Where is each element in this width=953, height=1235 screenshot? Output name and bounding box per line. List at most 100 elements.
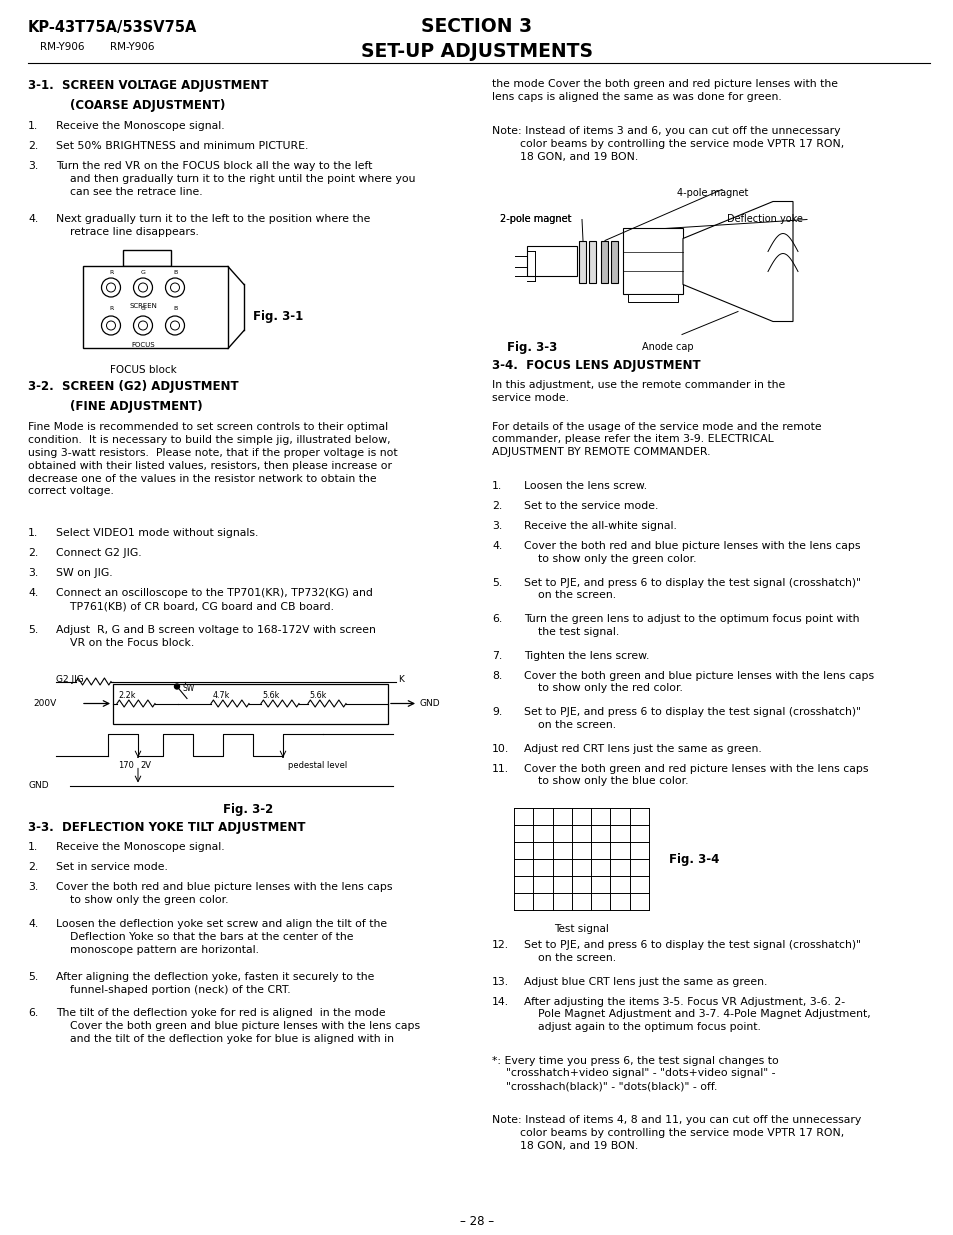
Text: – 28 –: – 28 – [459,1215,494,1228]
Bar [112,683,388,724]
Text: G2 JIG: G2 JIG [56,676,84,684]
Text: 1.: 1. [492,480,501,492]
Text: 1.: 1. [28,842,38,852]
Text: 3.: 3. [28,883,38,893]
Text: SET-UP ADJUSTMENTS: SET-UP ADJUSTMENTS [360,42,593,61]
Text: 200V: 200V [33,699,56,709]
Text: B: B [172,306,177,311]
Text: Set 50% BRIGHTNESS and minimum PICTURE.: Set 50% BRIGHTNESS and minimum PICTURE. [56,141,308,151]
Text: FOCUS: FOCUS [132,342,154,348]
Text: The tilt of the deflection yoke for red is aligned  in the mode
    Cover the bo: The tilt of the deflection yoke for red … [56,1009,419,1044]
Text: 5.: 5. [28,972,38,982]
Text: 7.: 7. [492,651,501,661]
Text: Anode cap: Anode cap [641,342,693,352]
Text: Set to the service mode.: Set to the service mode. [523,501,658,511]
Text: 5.: 5. [492,578,501,588]
Text: 13.: 13. [492,977,509,987]
Text: 5.: 5. [28,625,38,635]
Text: Receive the Monoscope signal.: Receive the Monoscope signal. [56,121,224,131]
Text: 4.: 4. [28,589,38,599]
Bar [600,241,607,283]
Text: 6.: 6. [28,1009,38,1019]
Text: Set in service mode.: Set in service mode. [56,862,168,872]
Text: 3.: 3. [28,568,38,578]
Text: 3-2.  SCREEN (G2) ADJUSTMENT: 3-2. SCREEN (G2) ADJUSTMENT [28,380,238,394]
Text: 4.7k: 4.7k [213,690,230,699]
Bar [526,247,577,277]
Text: the mode Cover the both green and red picture lenses with the
lens caps is align: the mode Cover the both green and red pi… [492,79,837,101]
Text: Cover the both green and blue picture lenses with the lens caps
    to show only: Cover the both green and blue picture le… [523,671,873,693]
Text: 12.: 12. [492,940,509,950]
Text: 2.: 2. [28,141,38,151]
Text: Fig. 3-4: Fig. 3-4 [668,852,719,866]
Text: G: G [140,306,145,311]
Circle shape [174,684,179,689]
Text: Set to PJE, and press 6 to display the test signal (crosshatch)"
    on the scre: Set to PJE, and press 6 to display the t… [523,940,861,963]
Text: KP-43T75A/53SV75A: KP-43T75A/53SV75A [28,20,197,35]
Text: 4.: 4. [28,919,38,929]
Text: 2.: 2. [28,548,38,558]
Text: 5.6k: 5.6k [262,690,279,699]
Text: RM-Y906: RM-Y906 [110,42,154,52]
Text: Turn the red VR on the FOCUS block all the way to the left
    and then graduall: Turn the red VR on the FOCUS block all t… [56,161,416,196]
Text: Cover the both green and red picture lenses with the lens caps
    to show only : Cover the both green and red picture len… [523,763,867,787]
Text: 1.: 1. [28,121,38,131]
Text: SW: SW [183,684,195,694]
Text: 10.: 10. [492,743,509,753]
Text: 8.: 8. [492,671,501,680]
Text: Select VIDEO1 mode without signals.: Select VIDEO1 mode without signals. [56,529,258,538]
Text: Adjust  R, G and B screen voltage to 168-172V with screen
    VR on the Focus bl: Adjust R, G and B screen voltage to 168-… [56,625,375,648]
Text: 14.: 14. [492,997,509,1007]
Text: (FINE ADJUSTMENT): (FINE ADJUSTMENT) [70,400,202,414]
Text: 3-1.  SCREEN VOLTAGE ADJUSTMENT: 3-1. SCREEN VOLTAGE ADJUSTMENT [28,79,268,91]
Text: 4.: 4. [28,214,38,224]
Text: 2-pole magnet: 2-pole magnet [499,214,571,224]
Bar [610,241,618,283]
Text: Adjust blue CRT lens just the same as green.: Adjust blue CRT lens just the same as gr… [523,977,766,987]
Text: 11.: 11. [492,763,509,773]
Bar [578,241,585,283]
Text: Cover the both red and blue picture lenses with the lens caps
    to show only t: Cover the both red and blue picture lens… [56,883,392,905]
Text: 2.: 2. [28,862,38,872]
Bar [83,267,228,348]
Text: Fig. 3-3: Fig. 3-3 [506,342,557,354]
Text: For details of the usage of the service mode and the remote
commander, please re: For details of the usage of the service … [492,421,821,457]
Text: 3.: 3. [28,161,38,170]
Text: Turn the green lens to adjust to the optimum focus point with
    the test signa: Turn the green lens to adjust to the opt… [523,614,859,637]
Text: Note: Instead of items 4, 8 and 11, you can cut off the unnecessary
        colo: Note: Instead of items 4, 8 and 11, you … [492,1115,861,1151]
Text: 3-3.  DEFLECTION YOKE TILT ADJUSTMENT: 3-3. DEFLECTION YOKE TILT ADJUSTMENT [28,820,305,834]
Text: pedestal level: pedestal level [288,761,347,769]
Text: GND: GND [419,699,440,709]
Text: Tighten the lens screw.: Tighten the lens screw. [523,651,649,661]
Text: 3.: 3. [492,521,501,531]
Text: Fig. 3-2: Fig. 3-2 [223,804,273,816]
Text: Connect an oscilloscope to the TP701(KR), TP732(KG) and
    TP761(KB) of CR boar: Connect an oscilloscope to the TP701(KR)… [56,589,373,611]
Text: 9.: 9. [492,706,501,718]
Text: Next gradually turn it to the left to the position where the
    retrace line di: Next gradually turn it to the left to th… [56,214,370,237]
Text: *: Every time you press 6, the test signal changes to
    "crosshatch+video sign: *: Every time you press 6, the test sign… [492,1056,778,1091]
Text: RM-Y906: RM-Y906 [40,42,85,52]
Text: Fine Mode is recommended to set screen controls to their optimal
condition.  It : Fine Mode is recommended to set screen c… [28,422,397,496]
Text: (COARSE ADJUSTMENT): (COARSE ADJUSTMENT) [70,99,225,112]
Text: R: R [109,270,113,275]
Text: Set to PJE, and press 6 to display the test signal (crosshatch)"
    on the scre: Set to PJE, and press 6 to display the t… [523,578,861,600]
Text: FOCUS block: FOCUS block [110,366,176,375]
Text: 1.: 1. [28,529,38,538]
Text: Fig. 3-1: Fig. 3-1 [253,310,303,324]
Text: 2.2k: 2.2k [118,690,135,699]
Text: 170: 170 [118,761,133,769]
Text: 4-pole magnet: 4-pole magnet [677,188,747,198]
Bar [123,251,171,267]
Text: Loosen the deflection yoke set screw and align the tilt of the
    Deflection Yo: Loosen the deflection yoke set screw and… [56,919,387,955]
Text: B: B [172,270,177,275]
Text: Test signal: Test signal [554,924,608,934]
Text: Set to PJE, and press 6 to display the test signal (crosshatch)"
    on the scre: Set to PJE, and press 6 to display the t… [523,706,861,730]
Polygon shape [682,201,792,321]
Text: 6.: 6. [492,614,501,624]
Text: After aligning the deflection yoke, fasten it securely to the
    funnel-shaped : After aligning the deflection yoke, fast… [56,972,374,995]
Text: After adjusting the items 3-5. Focus VR Adjustment, 3-6. 2-
    Pole Magnet Adju: After adjusting the items 3-5. Focus VR … [523,997,870,1032]
Text: Note: Instead of items 3 and 6, you can cut off the unnecessary
        color be: Note: Instead of items 3 and 6, you can … [492,126,843,162]
Text: 3-4.  FOCUS LENS ADJUSTMENT: 3-4. FOCUS LENS ADJUSTMENT [492,358,700,372]
Text: GND: GND [28,782,49,790]
Text: Loosen the lens screw.: Loosen the lens screw. [523,480,646,492]
